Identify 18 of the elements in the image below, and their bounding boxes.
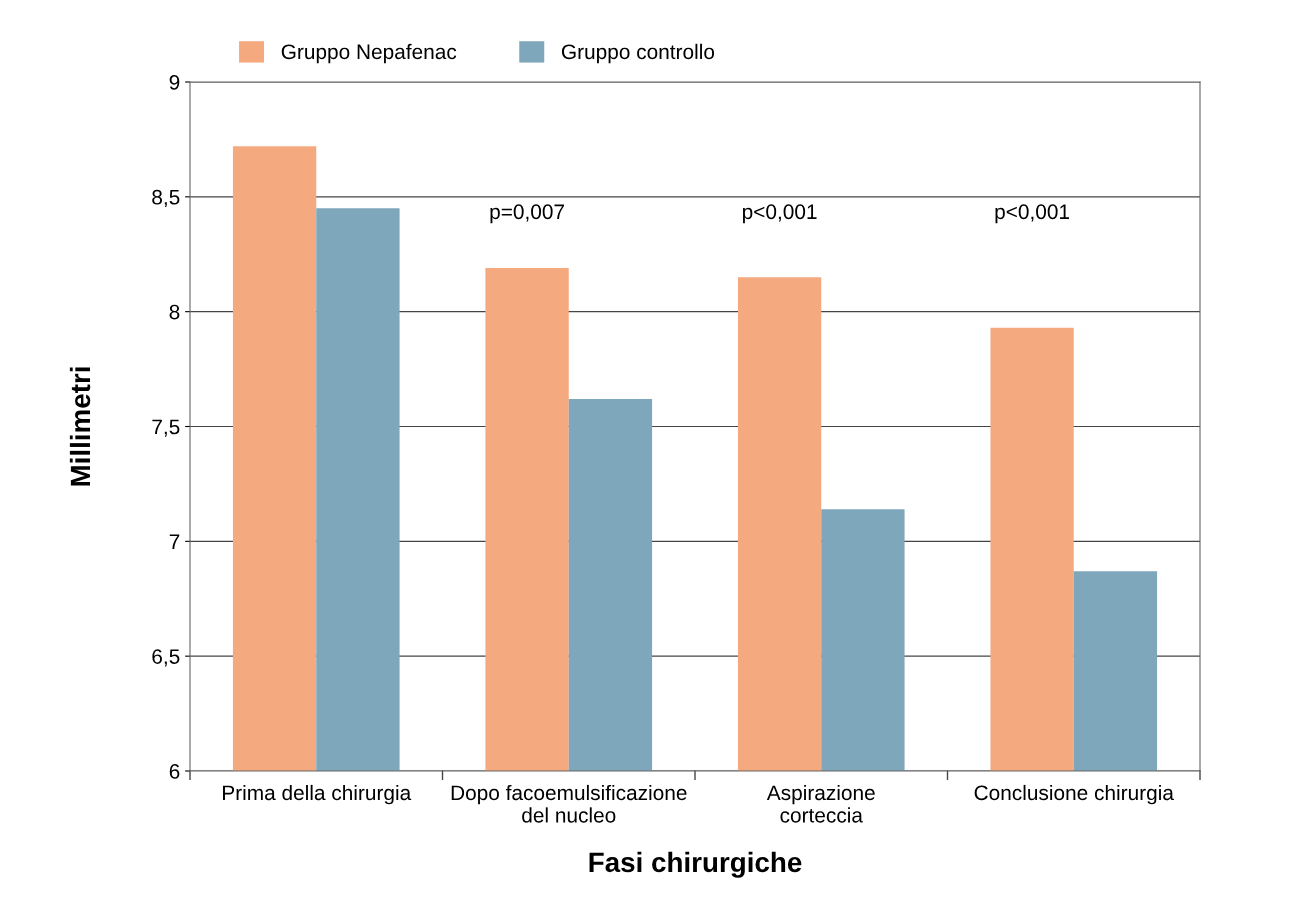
annotation: p<0,001 xyxy=(742,204,817,224)
y-axis-title: Millimetri xyxy=(69,367,91,486)
legend-label: Gruppo Nepafenac xyxy=(281,43,457,64)
y-tick-label: 7 xyxy=(169,534,180,549)
y-tick-label: 6 xyxy=(169,764,180,779)
legend-label: Gruppo controllo xyxy=(561,43,715,64)
x-axis-title: Fasi chirurgiche xyxy=(589,851,802,878)
x-tick-label: Dopo facoemulsificazione del nucleo xyxy=(451,784,687,823)
x-tick-label: Prima della chirurgia xyxy=(223,784,412,805)
x-tick-label: Conclusione chirurgia xyxy=(974,784,1174,805)
y-tick-label: 8 xyxy=(169,304,180,320)
annotation: p=0,007 xyxy=(490,204,564,224)
y-tick-label: 6,5 xyxy=(152,649,180,667)
x-tick-label: Aspirazione corteccia xyxy=(766,784,875,823)
y-tick-label: 8,5 xyxy=(152,189,180,208)
y-tick-label: 9 xyxy=(169,75,180,90)
annotation: p<0,001 xyxy=(995,204,1070,224)
y-tick-label: 7,5 xyxy=(152,419,180,437)
